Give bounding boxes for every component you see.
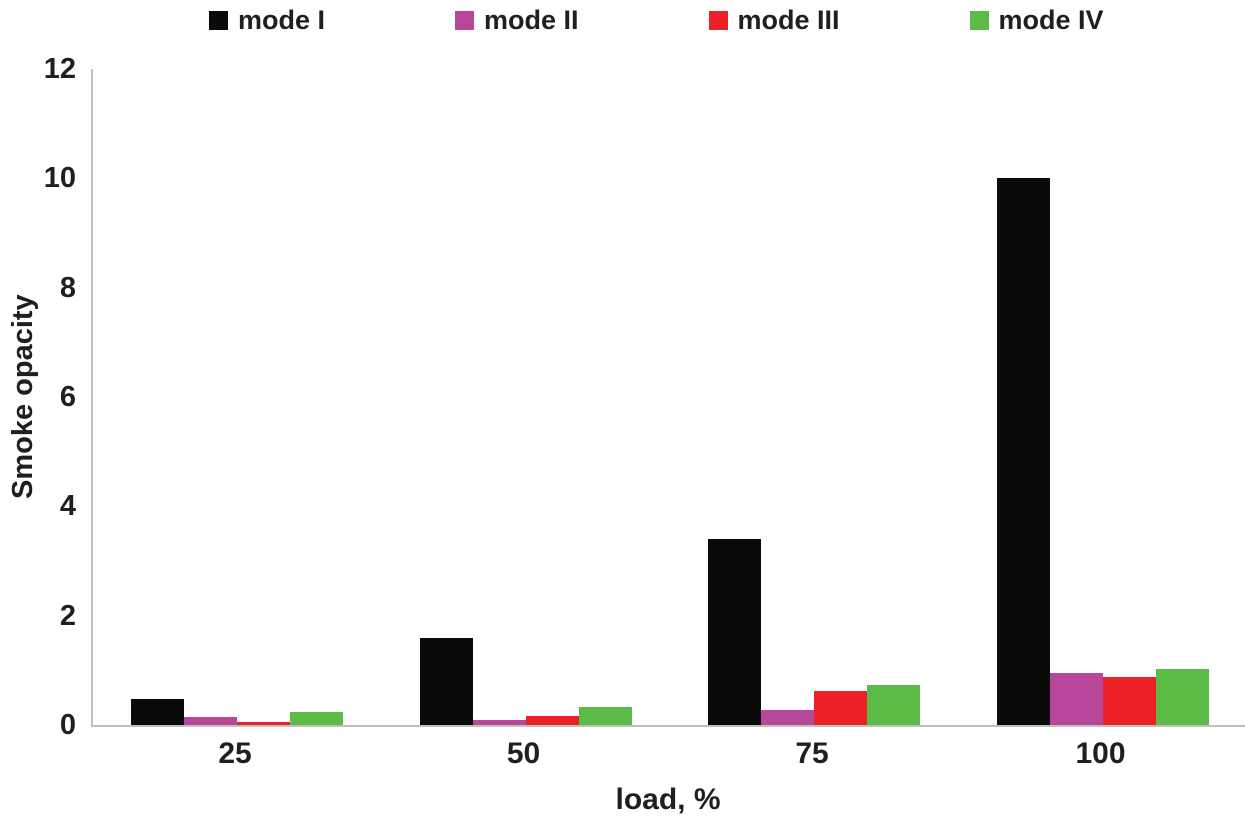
bar-group-25 xyxy=(93,69,382,725)
bar-mode-i-load-50 xyxy=(419,637,473,725)
bar-mode-i-load-25 xyxy=(131,698,185,725)
bar-group-100 xyxy=(959,69,1245,725)
bar-group-75 xyxy=(670,69,959,725)
y-tick-label-8: 8 xyxy=(59,271,76,304)
chart-legend: mode I mode II mode III mode IV xyxy=(209,5,1104,35)
bar-mode-ii-load-100 xyxy=(1049,673,1103,725)
x-tick-label-100: 100 xyxy=(1075,737,1126,770)
y-tick-label-6: 6 xyxy=(59,381,76,413)
y-tick-label-10: 10 xyxy=(43,162,76,195)
bar-mode-iii-load-50 xyxy=(525,715,579,725)
x-tick-label-25: 25 xyxy=(218,737,252,770)
legend-item-mode-i: mode I xyxy=(209,5,325,35)
bar-mode-ii-load-25 xyxy=(184,716,238,725)
bar-mode-iii-load-75 xyxy=(814,691,868,725)
bar-mode-iii-load-25 xyxy=(237,722,291,725)
bar-mode-iv-load-75 xyxy=(867,684,921,725)
bar-group-50 xyxy=(382,69,671,725)
y-tick-label-2: 2 xyxy=(59,599,76,632)
bar-mode-iii-load-100 xyxy=(1102,677,1156,725)
plot-area xyxy=(91,69,1245,727)
bar-mode-ii-load-50 xyxy=(472,719,526,725)
y-tick-label-4: 4 xyxy=(59,490,76,523)
legend-item-mode-iv: mode IV xyxy=(969,5,1104,35)
y-tick-label-12: 12 xyxy=(43,53,76,85)
legend-item-mode-iii: mode III xyxy=(708,5,840,35)
legend-label: mode III xyxy=(737,5,840,35)
bar-mode-iv-load-25 xyxy=(290,712,344,725)
legend-swatch-mode-i xyxy=(209,10,228,30)
legend-label: mode IV xyxy=(998,5,1104,35)
legend-item-mode-ii: mode II xyxy=(455,5,579,35)
bar-mode-i-load-75 xyxy=(708,539,762,725)
legend-label: mode I xyxy=(238,5,326,35)
x-tick-label-50: 50 xyxy=(506,737,541,770)
legend-swatch-mode-iv xyxy=(969,10,989,30)
legend-swatch-mode-ii xyxy=(455,10,475,30)
bar-mode-iv-load-50 xyxy=(578,706,632,725)
x-tick-label-75: 75 xyxy=(795,737,829,770)
x-axis-title: load, % xyxy=(615,783,721,816)
legend-label: mode II xyxy=(484,5,579,35)
bar-mode-i-load-100 xyxy=(996,178,1050,725)
legend-swatch-mode-iii xyxy=(708,10,728,30)
y-tick-label-0: 0 xyxy=(59,709,76,741)
bar-mode-iv-load-100 xyxy=(1155,669,1209,725)
bar-mode-ii-load-75 xyxy=(761,710,815,725)
